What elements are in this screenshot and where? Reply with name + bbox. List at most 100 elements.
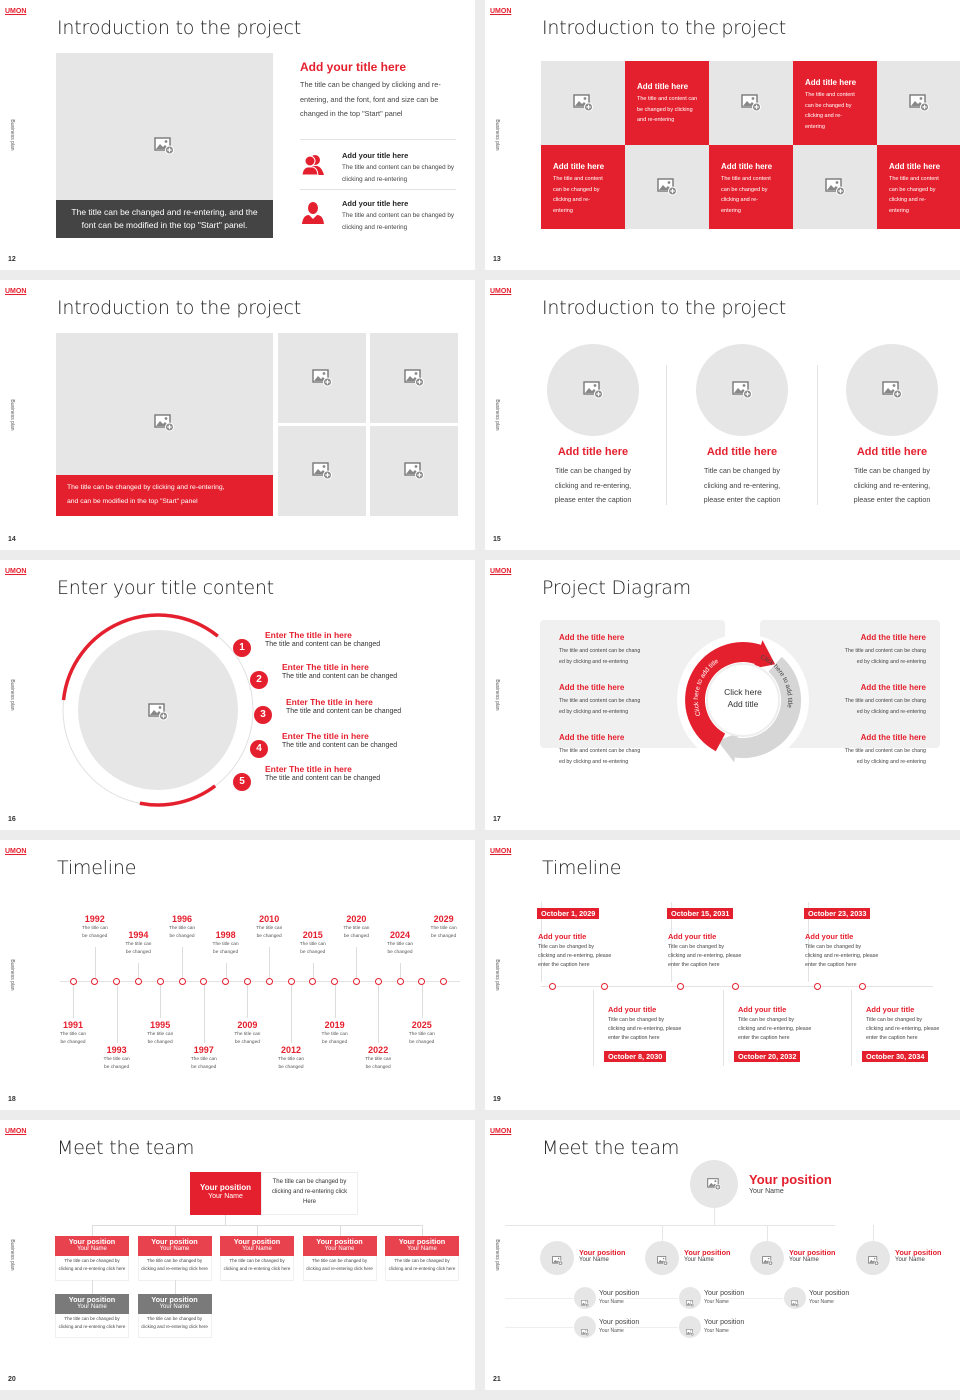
slide-12[interactable]: UMON Business plan 12 Introduction to the p…: [0, 0, 475, 270]
event-year: 2029: [433, 914, 454, 924]
timeline-dot[interactable]: [396, 977, 404, 985]
event-year: 1998: [215, 930, 236, 940]
slide-19[interactable]: UMON Business plan 19 Timeline October 1, 20…: [485, 840, 960, 1110]
timeline-dot[interactable]: [676, 982, 684, 990]
member-avatar[interactable]: [574, 1287, 596, 1309]
member-avatar[interactable]: [784, 1287, 806, 1309]
connector-line: [610, 1298, 678, 1299]
timeline-dot[interactable]: [331, 977, 339, 985]
brand-logo: UMON: [5, 848, 27, 855]
member-avatar[interactable]: [574, 1316, 596, 1338]
slide-title: Project Diagram: [542, 577, 691, 599]
timeline-dot[interactable]: [178, 977, 186, 985]
timeline-dot[interactable]: [440, 977, 448, 985]
slide-13[interactable]: UMON Business plan 13 Introduction to the p…: [485, 0, 960, 270]
center-label[interactable]: Click here Add title: [724, 687, 762, 709]
connector-line: [400, 963, 401, 981]
member-text: The title can be changed by clicking and…: [141, 1316, 208, 1329]
item-text: The title and content can be changed by …: [342, 212, 455, 231]
event-year: 1993: [106, 1045, 127, 1055]
event-year: 1996: [171, 914, 193, 924]
brand-logo: UMON: [5, 1128, 27, 1135]
timeline-dot[interactable]: [156, 977, 164, 985]
slide-15[interactable]: UMON Business plan 15 Introduction to the p…: [485, 280, 960, 550]
slide-18[interactable]: UMON Business plan 18 Timeline 1991 The title…: [0, 840, 475, 1110]
member-avatar[interactable]: [679, 1316, 701, 1338]
item-title: Add the title here: [860, 683, 926, 692]
timeline-dot[interactable]: [813, 982, 821, 990]
member-position: Your position: [599, 1319, 640, 1326]
timeline-dot[interactable]: [69, 977, 77, 985]
event-title: Add your title: [538, 932, 587, 941]
timeline-dot[interactable]: [858, 982, 866, 990]
side-label: Business plan: [494, 119, 500, 151]
brand-logo: UMON: [5, 288, 27, 295]
connector-line: [160, 981, 162, 1018]
lead-card[interactable]: [190, 1172, 261, 1215]
member-avatar[interactable]: [679, 1287, 701, 1309]
timeline-dot[interactable]: [287, 977, 295, 985]
side-label: Business plan: [9, 119, 15, 151]
event-text: Title can be changed by clicking and re-…: [538, 944, 612, 968]
member-header: [55, 1294, 129, 1314]
slide-16[interactable]: UMON Business plan 16 Enter your title cont…: [0, 560, 475, 830]
timeline-dot[interactable]: [91, 977, 99, 985]
event-text: The title can be changed: [103, 1057, 130, 1070]
side-label: Business plan: [494, 959, 500, 991]
brand-logo: UMON: [5, 8, 27, 15]
timeline-dot[interactable]: [600, 982, 608, 990]
event-year: 2020: [346, 914, 367, 924]
timeline-dot[interactable]: [134, 977, 142, 985]
number-badge: 5: [233, 773, 251, 791]
image-placeholder-icon: [583, 381, 603, 399]
timeline-dot[interactable]: [731, 982, 739, 990]
image-placeholder-icon: [551, 1253, 563, 1266]
member-position: Your position: [599, 1290, 640, 1297]
member-header: [137, 1236, 212, 1256]
slide-14[interactable]: UMON Business plan 14 Introduction to the p…: [0, 280, 475, 550]
event-year: 2022: [368, 1045, 389, 1055]
timeline-dot[interactable]: [200, 977, 208, 985]
page-number: 21: [493, 1376, 501, 1383]
timeline-dot[interactable]: [418, 977, 426, 985]
member-name: Your Name: [599, 1328, 624, 1334]
connector-line: [257, 1225, 258, 1236]
page-number: 18: [8, 1096, 16, 1103]
image-placeholder-icon: [882, 381, 902, 399]
timeline-dot[interactable]: [265, 977, 273, 985]
slide-21[interactable]: UMON Business plan 21 Meet the team Your pos…: [485, 1120, 960, 1390]
timeline-dot[interactable]: [352, 977, 360, 985]
item-title: Add the title here: [860, 633, 926, 642]
page-number: 20: [8, 1376, 16, 1383]
event-text: The title can be changed: [430, 926, 457, 939]
slide-20[interactable]: UMON Business plan 20 Meet the team Your pos…: [0, 1120, 475, 1390]
timeline-dot[interactable]: [243, 977, 251, 985]
image-placeholder-icon: [404, 369, 424, 387]
timeline-dot[interactable]: [548, 982, 556, 990]
slide-17[interactable]: UMON Business plan 17 Project Diagram Add th…: [485, 560, 960, 830]
divider: [300, 139, 456, 140]
feature-tile: Add title here The title and content can …: [709, 145, 793, 229]
timeline-dot[interactable]: [113, 977, 121, 985]
event-year: 2010: [259, 914, 280, 924]
timeline-dot[interactable]: [222, 977, 230, 985]
timeline-dot[interactable]: [374, 977, 382, 985]
side-label: Business plan: [9, 399, 15, 431]
connector-line: [138, 963, 140, 981]
side-label: Business plan: [494, 1239, 500, 1271]
slide-title: Introduction to the project: [542, 297, 786, 319]
timeline-dot[interactable]: [309, 977, 317, 985]
item-text: The title and content can be chang ed by…: [844, 648, 926, 665]
image-placeholder-icon: [154, 414, 174, 432]
slide-title: Introduction to the project: [57, 17, 301, 39]
tile-text: The title and content can be changed by …: [889, 176, 939, 214]
item-text: The title and content can be chang ed by…: [844, 748, 926, 765]
tile-text: The title and content can be changed by …: [805, 92, 855, 130]
image-placeholder[interactable]: [56, 53, 273, 200]
brand-logo: UMON: [490, 8, 512, 15]
page-number: 13: [493, 256, 501, 263]
image-placeholder-icon: [657, 178, 677, 196]
date-badge: October 30, 2034: [862, 1051, 929, 1062]
slide-title: Enter your title content: [57, 577, 274, 599]
event-text: The title can be changed: [212, 942, 239, 955]
